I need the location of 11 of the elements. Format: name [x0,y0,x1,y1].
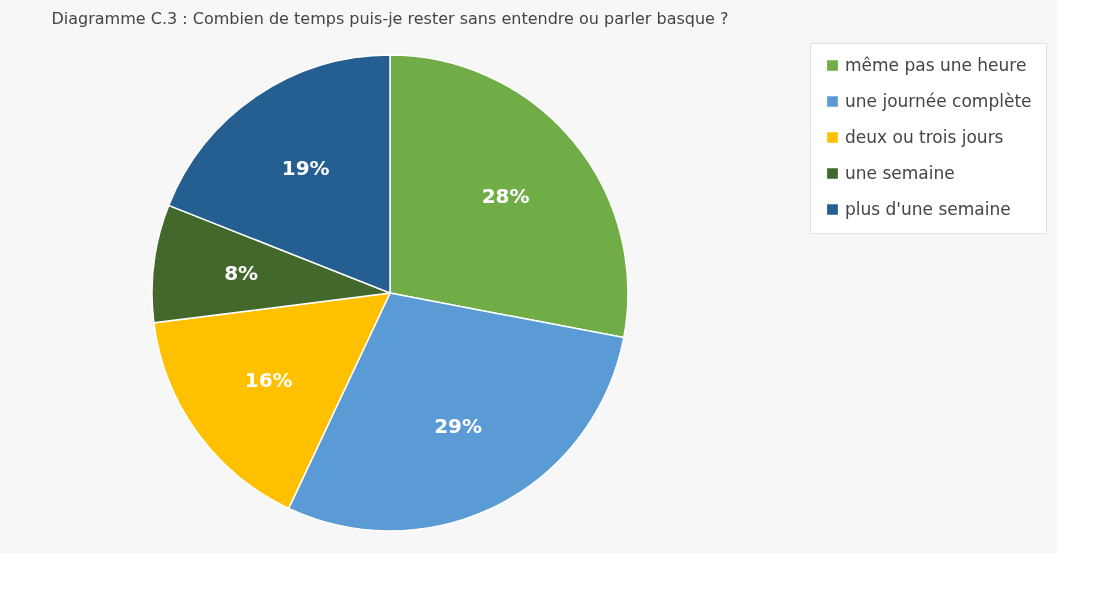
legend-label: une semaine [845,162,955,183]
legend-label: une journée complète [845,90,1032,111]
legend-label: plus d'une semaine [845,198,1011,219]
data-label: 8% [224,261,259,286]
legend-label: deux ou trois jours [845,126,1004,147]
data-label: 29% [434,413,483,438]
data-label: 28% [481,184,530,209]
legend-label: même pas une heure [845,54,1027,75]
data-label: 19% [281,155,330,180]
data-label: 16% [244,368,293,393]
chart-title: Diagramme C.3 : Combien de temps puis-je rester sans entendre ou parler basque ? [51,8,729,28]
